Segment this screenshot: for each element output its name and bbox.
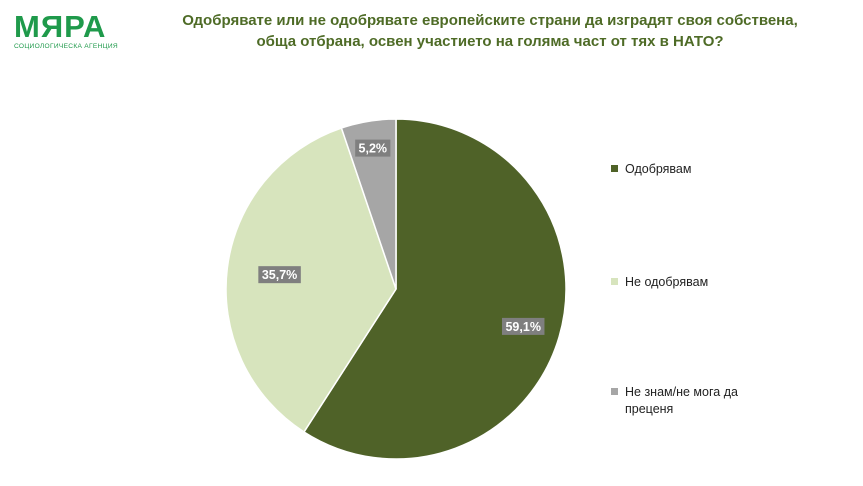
legend-label-approve: Одобрявам bbox=[625, 162, 692, 176]
data-label-text-approve: 59,1% bbox=[505, 320, 540, 334]
logo-subtitle: СОЦИОЛОГИЧЕСКА АГЕНЦИЯ bbox=[14, 43, 118, 50]
data-label-text-dont-know: 5,2% bbox=[359, 142, 388, 156]
data-label-text-disapprove: 35,7% bbox=[262, 268, 297, 282]
legend-item-dont-know: Не знам/не мога да преценя bbox=[611, 384, 811, 418]
data-label-approve: 59,1% bbox=[501, 317, 545, 335]
data-label-box-dont-know bbox=[355, 139, 391, 157]
chart-title: Одобрявате или не одобрявате европейскит… bbox=[140, 10, 840, 52]
legend-swatch-disapprove bbox=[611, 278, 618, 285]
data-label-disapprove: 35,7% bbox=[258, 266, 301, 284]
chart-title-line-2: обща отбрана, освен участието на голяма … bbox=[256, 33, 724, 50]
legend-label-disapprove: Не одобрявам bbox=[625, 275, 709, 289]
logo-wordmark: МЯРА bbox=[14, 9, 107, 44]
pie-slice-disapprove bbox=[225, 127, 397, 433]
logo: МЯРА СОЦИОЛОГИЧЕСКА АГЕНЦИЯ bbox=[14, 9, 124, 50]
data-label-box-approve bbox=[501, 317, 545, 335]
pie-slice-approve bbox=[302, 118, 567, 460]
data-label-box-disapprove bbox=[258, 266, 301, 284]
legend-item-disapprove: Не одобрявам bbox=[611, 274, 811, 291]
legend-swatch-approve bbox=[611, 165, 618, 172]
data-label-dont-know: 5,2% bbox=[355, 139, 391, 157]
chart-title-line-1: Одобрявате или не одобрявате европейскит… bbox=[182, 12, 798, 29]
legend-swatch-dont-know bbox=[611, 388, 618, 395]
pie-slice-dont-know bbox=[340, 118, 397, 290]
legend-item-approve: Одобрявам bbox=[611, 161, 811, 178]
legend-label-dont-know: Не знам/не мога да преценя bbox=[625, 385, 738, 416]
